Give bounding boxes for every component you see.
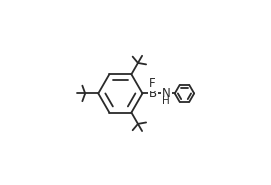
Text: H: H: [162, 95, 170, 106]
Text: F: F: [149, 77, 155, 90]
Text: N: N: [162, 87, 171, 100]
Text: B: B: [149, 87, 157, 100]
